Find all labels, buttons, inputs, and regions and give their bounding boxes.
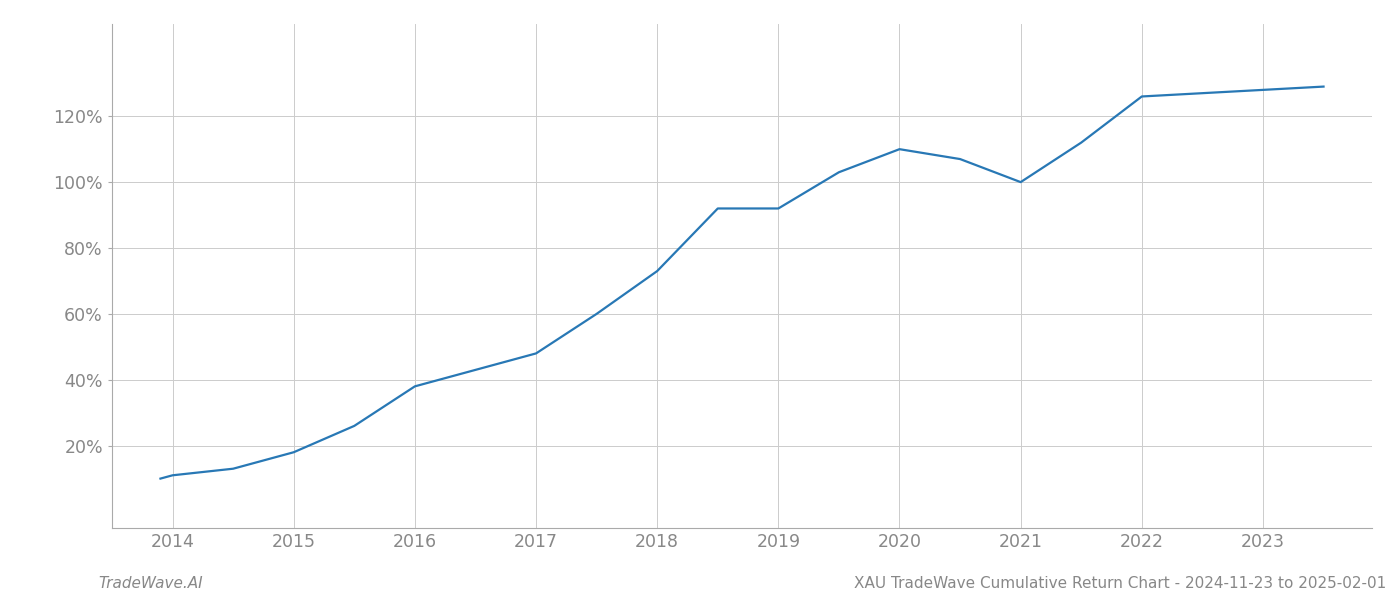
Text: XAU TradeWave Cumulative Return Chart - 2024-11-23 to 2025-02-01: XAU TradeWave Cumulative Return Chart - … [854, 576, 1386, 591]
Text: TradeWave.AI: TradeWave.AI [98, 576, 203, 591]
